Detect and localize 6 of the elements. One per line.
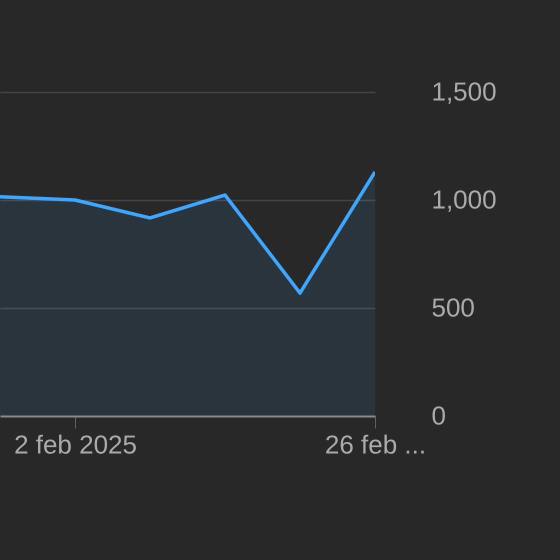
x-tick-label: 2 feb 2025 [14,430,137,460]
y-tick-label: 1,000 [432,184,497,214]
y-tick-label: 1,500 [432,76,497,106]
y-tick-label: 500 [432,292,475,322]
x-tick-label: 26 feb ... [324,430,426,460]
y-tick-label: 0 [432,400,446,430]
